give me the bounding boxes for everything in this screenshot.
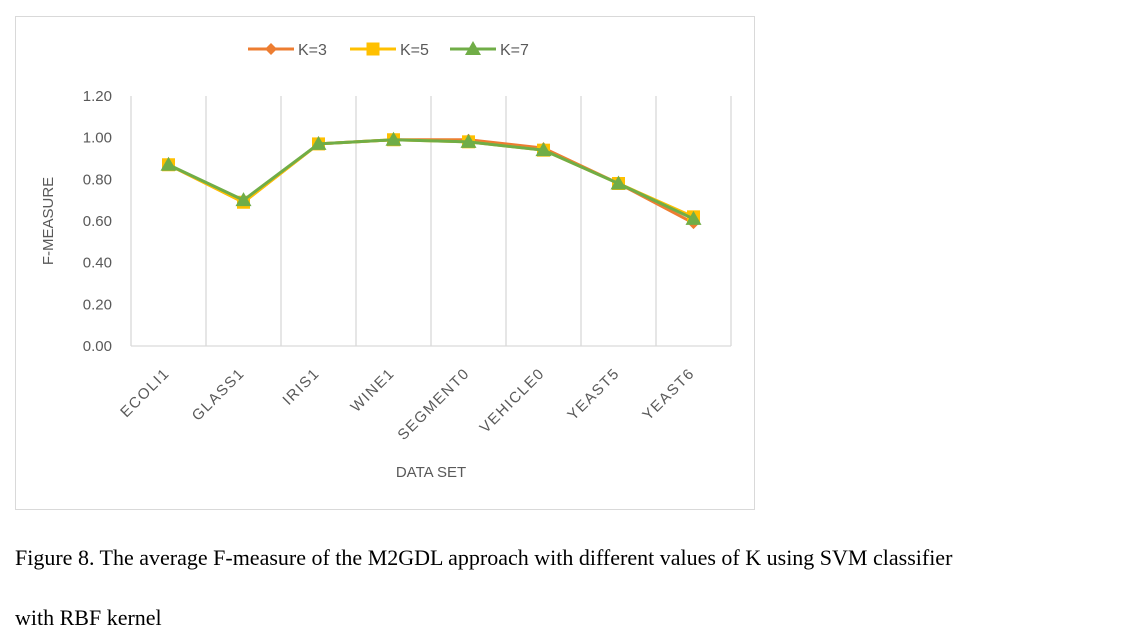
grid-layer [130,96,732,347]
y-tick-label: 0.60 [83,213,112,230]
y-tick-label: 0.40 [83,255,112,272]
data-point [610,175,627,190]
y-tick-label: 1.00 [83,130,112,147]
x-tick-label: YEAST5 [564,365,623,424]
figure-caption-line-2: with RBF kernel [15,605,162,630]
data-point [535,142,552,157]
data-point [310,135,327,150]
series-layer [160,131,702,230]
legend-marker [465,41,481,55]
series-3 [160,131,702,225]
x-tick-label: ECOLI1 [117,365,173,421]
y-tick-label: 0.00 [83,338,112,355]
series-line [167,138,695,221]
y-axis-title: F-MEASURE [40,177,57,265]
legend-item: K=3 [248,42,327,59]
legend-item: K=7 [450,41,529,59]
y-tick-label: 0.80 [83,171,112,188]
x-tick-label: VEHICLE0 [477,365,549,437]
legend-label: K=7 [500,42,529,59]
data-point [460,133,477,148]
data-point [385,131,402,146]
y-tick-label: 1.20 [83,88,112,105]
x-tick-label: GLASS1 [189,365,249,425]
legend: K=3 K=5 K=7 [248,41,529,59]
data-point [160,156,177,171]
x-tick-label: WINE1 [347,365,398,416]
data-point [235,192,252,207]
data-point [685,210,702,225]
legend-item: K=5 [350,42,429,59]
legend-label: K=5 [400,42,429,59]
x-tick-label: YEAST6 [639,365,698,424]
legend-marker [366,42,380,56]
legend-marker [265,43,277,55]
x-tick-label: SEGMENT0 [394,365,473,444]
x-axis-title: DATA SET [396,464,466,481]
y-tick-labels: 0.00 0.20 0.40 0.60 0.80 1.00 1.20 [83,88,112,355]
chart-frame: 0.00 0.20 0.40 0.60 0.80 1.00 1.20 ECOLI1 GLASS… [15,16,755,510]
y-tick-label: 0.20 [83,296,112,313]
legend-label: K=3 [298,42,327,59]
line-chart: 0.00 0.20 0.40 0.60 0.80 1.00 1.20 ECOLI1 GLASS… [40,41,732,481]
figure-caption-line-1: Figure 8. The average F-measure of the M… [15,545,953,570]
x-tick-label: IRIS1 [279,365,323,409]
